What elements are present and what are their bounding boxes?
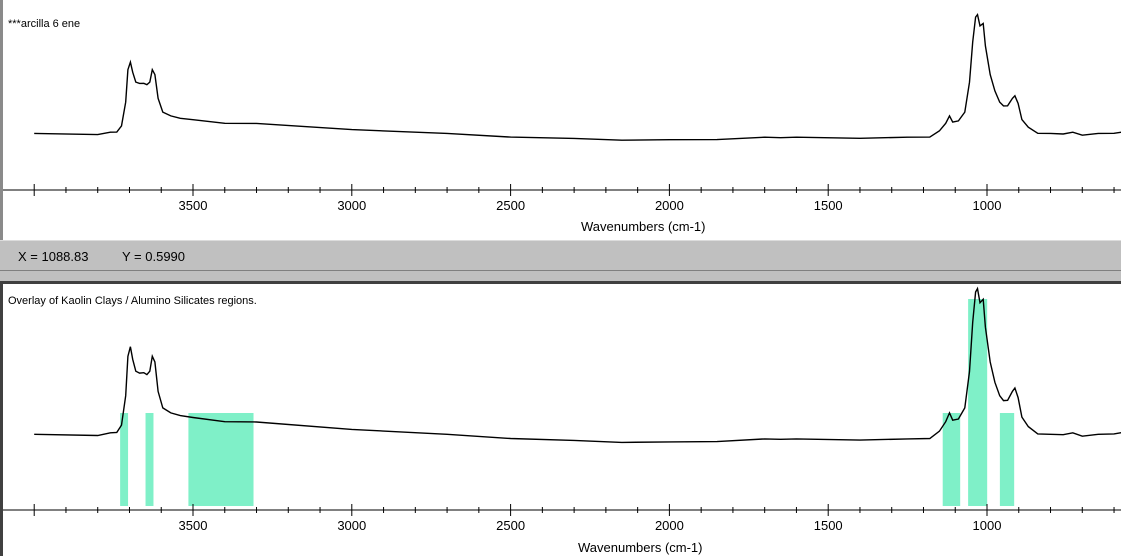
x-tick-label: 2500 (496, 518, 525, 533)
x-tick-label: 3500 (179, 198, 208, 213)
cursor-readout-bar: X = 1088.83 Y = 0.5990 (0, 240, 1121, 271)
x-readout: X = 1088.83 (18, 249, 89, 264)
spectrum-trace (34, 12, 1121, 141)
highlight-region[interactable] (999, 413, 1015, 506)
spectrum-trace (34, 286, 1121, 444)
top-spectrum-plot[interactable]: 3500 3000 2500 2000 1500 1000 (3, 0, 1121, 240)
x-tick-label: 3000 (337, 518, 366, 533)
bottom-spectrum-plot[interactable]: 3500 3000 2500 2000 1500 1000 (3, 284, 1121, 556)
x-tick-label: 1500 (814, 518, 843, 533)
top-x-axis-label: Wavenumbers (cm-1) (581, 219, 706, 234)
bottom-x-axis-label: Wavenumbers (cm-1) (578, 540, 703, 555)
highlight-region[interactable] (968, 299, 988, 506)
pane-separator[interactable] (0, 271, 1121, 281)
x-tick-label: 3500 (179, 518, 208, 533)
x-tick-label: 1000 (973, 198, 1002, 213)
x-tick-label: 1500 (814, 198, 843, 213)
bottom-overlay-pane[interactable]: Overlay of Kaolin Clays / Alumino Silica… (0, 281, 1121, 556)
y-readout: Y = 0.5990 (122, 249, 186, 264)
x-tick-label: 2500 (496, 198, 525, 213)
x-tick-label: 2000 (655, 518, 684, 533)
x-tick-label: 2000 (655, 198, 684, 213)
highlight-region[interactable] (942, 413, 961, 506)
x-tick-label: 1000 (973, 518, 1002, 533)
bottom-pane-title: Overlay of Kaolin Clays / Alumino Silica… (8, 295, 257, 307)
highlight-region[interactable] (145, 413, 154, 506)
x-tick-label: 3000 (337, 198, 366, 213)
highlight-region[interactable] (120, 413, 129, 506)
top-pane-title: ***arcilla 6 ene (8, 18, 81, 30)
top-spectrum-pane[interactable]: ***arcilla 6 ene 3500 3000 2500 2000 1500 100… (0, 0, 1121, 240)
highlight-region[interactable] (188, 413, 254, 506)
